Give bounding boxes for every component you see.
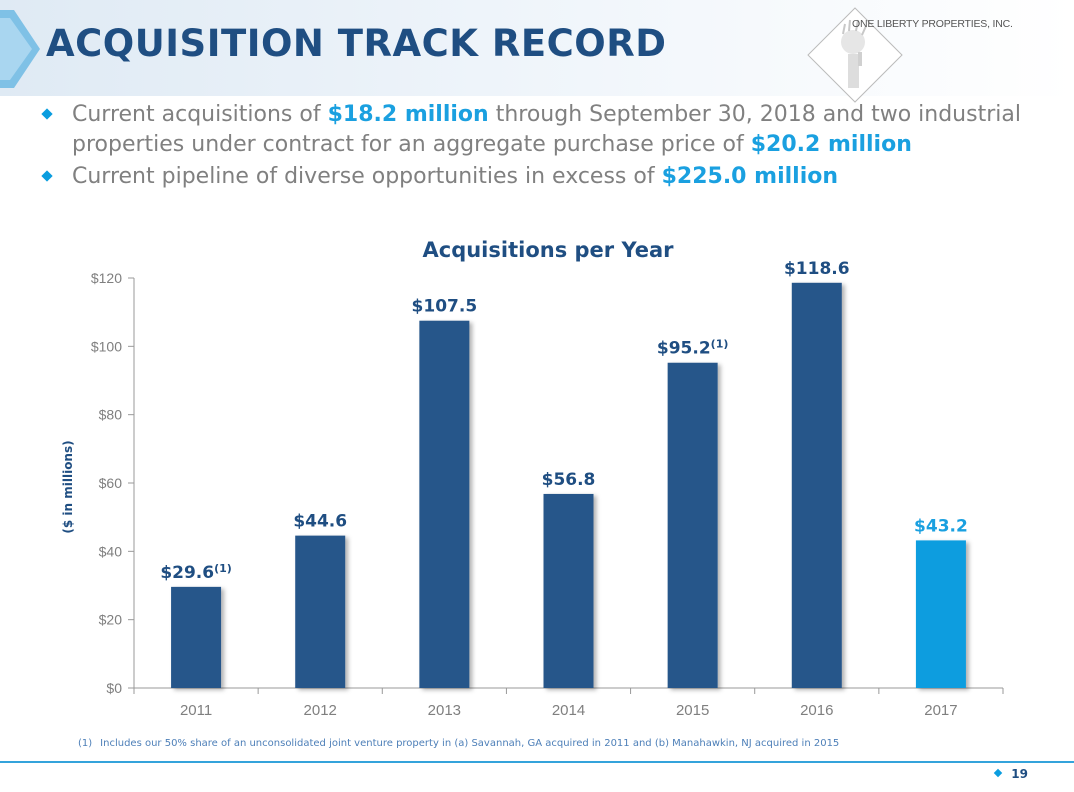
bar-data-label: $56.8 (542, 470, 596, 490)
bar-data-label: $29.6(1) (160, 562, 232, 583)
statue-of-liberty-logo-icon (807, 7, 903, 103)
x-tick-label: 2011 (180, 702, 212, 719)
diamond-bullet-icon (994, 768, 1003, 778)
y-tick-label: $80 (99, 407, 123, 423)
bar (419, 320, 470, 688)
x-tick-label: 2015 (676, 702, 709, 719)
y-tick-label: $100 (91, 338, 122, 354)
chevron-arrow-icon (0, 10, 40, 88)
chart-title: Acquisitions per Year (422, 238, 674, 262)
bullet-highlight: $20.2 million (750, 132, 912, 157)
x-tick-label: 2016 (800, 702, 833, 719)
logo-text: ONE LIBERTY PROPERTIES, INC. (852, 18, 1013, 30)
bar (791, 282, 842, 688)
y-tick-label: $60 (99, 475, 123, 491)
bullet-list: Current acquisitions of $18.2 million th… (40, 100, 1040, 194)
bar-data-label: $107.5 (412, 297, 478, 317)
x-tick-label: 2017 (924, 702, 957, 719)
bar (295, 535, 346, 688)
bullet-text-part: through September 30, 2018 and two indus… (72, 102, 1021, 157)
page-number-text: 19 (1011, 767, 1028, 781)
y-tick-label: $20 (99, 612, 123, 628)
footnote-marker: (1) (78, 738, 93, 749)
bullet-item: Current pipeline of diverse opportunitie… (40, 162, 1040, 192)
x-tick-label: 2014 (552, 702, 585, 719)
bar (915, 540, 966, 688)
x-tick-label: 2013 (428, 702, 461, 719)
bullet-text-part: Current acquisitions of (72, 102, 328, 127)
bar (543, 493, 594, 688)
bullet-highlight: $225.0 million (661, 164, 839, 189)
bottom-rule (0, 761, 1074, 763)
bar-data-label: $118.6 (784, 259, 850, 279)
y-tick-label: $0 (106, 680, 122, 696)
y-tick-label: $120 (91, 270, 122, 286)
bar-data-label: $44.6 (293, 512, 347, 532)
footnote: (1) Includes our 50% share of an unconsol… (78, 738, 839, 749)
bullet-highlight: $18.2 million (327, 102, 489, 127)
bar-data-label: $43.2 (914, 516, 968, 536)
page-number: 19 (994, 767, 1028, 781)
footnote-text: Includes our 50% share of an unconsolida… (100, 738, 840, 749)
x-tick-label: 2012 (304, 702, 337, 719)
y-tick-label: $40 (99, 543, 123, 559)
bar (171, 586, 222, 688)
bullet-item: Current acquisitions of $18.2 million th… (40, 100, 1040, 160)
bullet-text-part: Current pipeline of diverse opportunitie… (72, 164, 662, 189)
bar (667, 362, 718, 688)
slide-title: ACQUISITION TRACK RECORD (46, 22, 667, 65)
bar-data-label: $95.2(1) (657, 338, 729, 359)
